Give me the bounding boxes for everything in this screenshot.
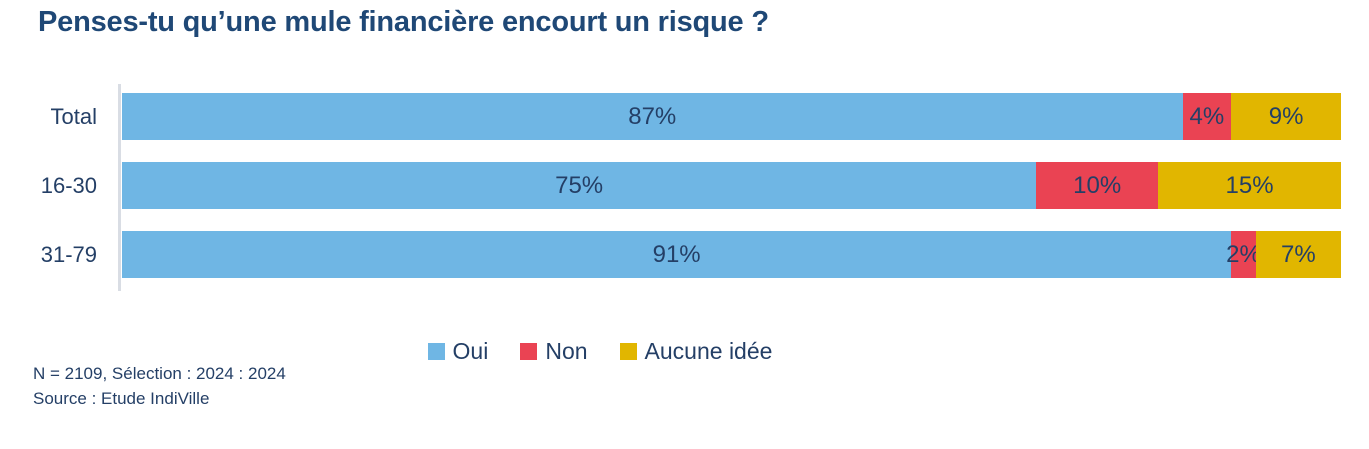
bar-segment-aucune-idee: 15%: [1158, 162, 1341, 209]
legend-label: Aucune idée: [644, 338, 773, 364]
bar-row-31-79: 31-79 91% 2% 7%: [0, 231, 1341, 278]
bar-row-total: Total 87% 4% 9%: [0, 93, 1341, 140]
segment-value-label: 2%: [1226, 240, 1261, 268]
bar-segment-oui: 87%: [122, 93, 1183, 140]
legend-swatch-icon: [619, 343, 637, 360]
note-source: Source : Etude IndiVille: [33, 389, 210, 408]
bar-segment-non: 10%: [1036, 162, 1159, 209]
legend-label: Non: [545, 338, 588, 364]
stacked-bar: 75% 10% 15%: [122, 162, 1341, 209]
y-axis-line: [118, 84, 121, 291]
stacked-bar: 87% 4% 9%: [122, 93, 1341, 140]
legend: Oui Non Aucune idée: [0, 338, 1200, 365]
category-label: 16-30: [40, 172, 97, 198]
segment-value-label: 91%: [652, 240, 701, 268]
segment-value-label: 75%: [555, 171, 604, 199]
legend-swatch-icon: [427, 343, 445, 360]
bar-segment-non: 2%: [1226, 231, 1261, 278]
note-sample-size: N = 2109, Sélection : 2024 : 2024: [33, 364, 286, 383]
bar-segment-non: 4%: [1182, 93, 1232, 140]
legend-item-non: Non: [520, 338, 588, 365]
chart-notes: N = 2109, Sélection : 2024 : 2024 Source…: [33, 361, 286, 411]
legend-label: Oui: [452, 338, 489, 364]
legend-swatch-icon: [520, 343, 538, 360]
legend-item-aucune-idee: Aucune idée: [619, 338, 773, 365]
bar-row-16-30: 16-30 75% 10% 15%: [0, 162, 1341, 209]
bar-segment-aucune-idee: 7%: [1255, 231, 1341, 278]
category-label: Total: [50, 103, 97, 129]
bar-segment-oui: 75%: [122, 162, 1037, 209]
segment-value-label: 7%: [1280, 240, 1316, 268]
category-label: 31-79: [40, 241, 97, 267]
chart-title: Penses-tu qu’une mule financière encourt…: [38, 6, 769, 38]
bar-segment-oui: 91%: [122, 231, 1232, 278]
bar-segment-aucune-idee: 9%: [1231, 93, 1341, 140]
segment-value-label: 10%: [1073, 171, 1122, 199]
legend-item-oui: Oui: [427, 338, 489, 365]
plot-area: Total 87% 4% 9% 16-30 75% 10% 15% 31-79 91% 2% 7%: [0, 85, 1341, 300]
segment-value-label: 9%: [1268, 102, 1304, 130]
segment-value-label: 87%: [628, 102, 677, 130]
stacked-bar: 91% 2% 7%: [122, 231, 1341, 278]
segment-value-label: 4%: [1189, 102, 1225, 130]
segment-value-label: 15%: [1225, 171, 1274, 199]
